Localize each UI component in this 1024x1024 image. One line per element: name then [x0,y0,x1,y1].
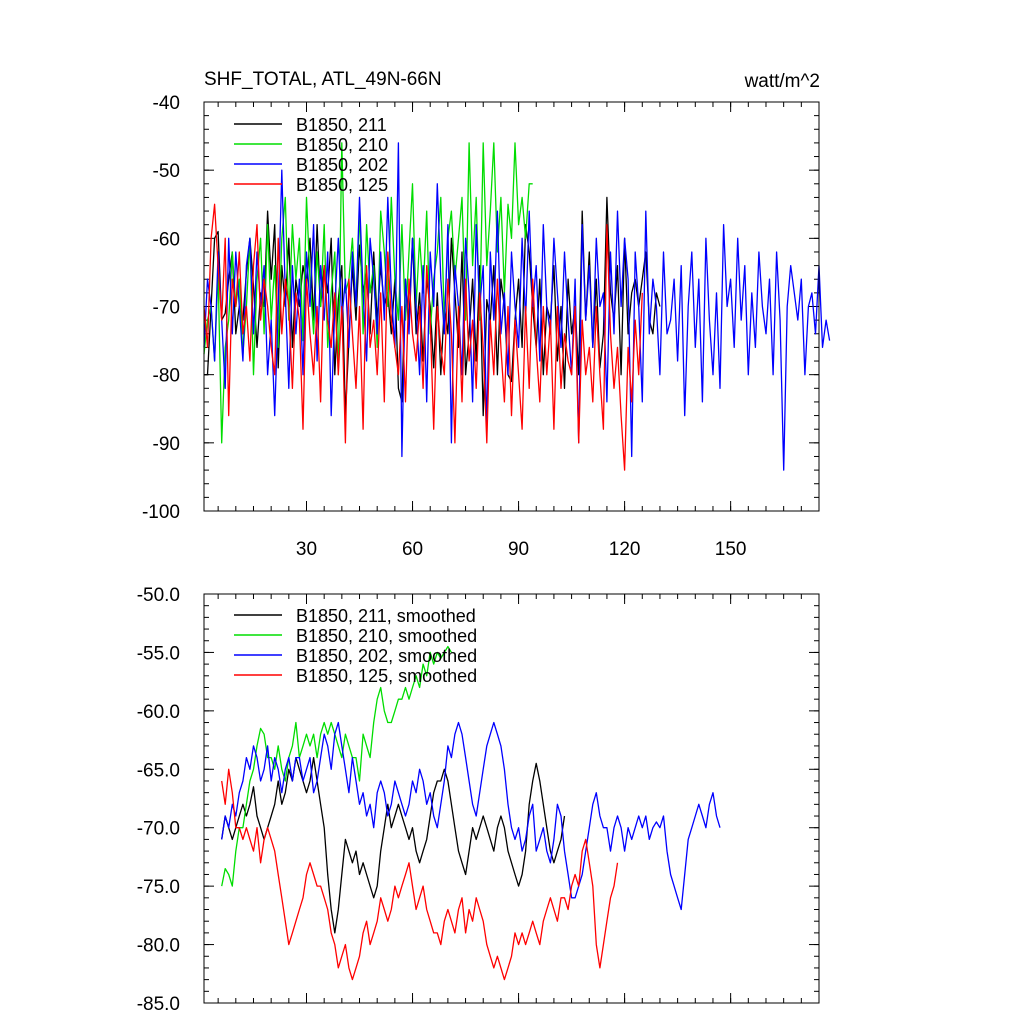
top-y-tick-label: -90 [153,434,180,455]
bottom-series-line-2 [221,645,452,887]
bottom-y-tick-label: -55.0 [137,643,180,664]
top-legend-label: B1850, 211 [296,115,387,135]
bottom-series-line-3 [221,721,721,911]
top-panel-units: watt/m^2 [744,71,820,92]
top-plot-frame [203,101,820,512]
top-x-tick-label: 60 [402,539,423,560]
bottom-y-tick-label: -50.0 [137,585,180,606]
top-y-tick-label: -80 [153,366,180,387]
top-legend-label: B1850, 202 [296,155,388,175]
top-y-tick-labels: -100 -90 -80 -70 -60 -50 -40 [142,93,180,523]
bottom-y-tick-label: -80.0 [137,936,180,957]
bottom-y-tick-label: -85.0 [137,994,180,1015]
bottom-y-tick-label: -70.0 [137,819,180,840]
bottom-y-tick-label: -60.0 [137,702,180,723]
bottom-y-tick-label: -65.0 [137,760,180,781]
bottom-series-line-4 [221,768,619,981]
bottom-plot-frame [203,593,820,1004]
top-x-tick-label: 90 [508,539,529,560]
top-y-tick-label: -60 [153,229,180,250]
bottom-panel: -85.0 -80.0 -75.0 -70.0 -65.0 -60.0 -55.0 -50.0… [137,585,820,1015]
bottom-legend-label: B1850, 210, smoothed [296,626,477,646]
top-x-tick-label: 120 [609,539,641,560]
top-series-line-4 [203,203,643,471]
top-x-tick-label: 150 [715,539,747,560]
bottom-y-tick-labels: -85.0 -80.0 -75.0 -70.0 -65.0 -60.0 -55.0 -50.0 [137,585,180,1015]
top-panel: SHF_TOTAL, ATL_49N-66N watt/m^2 -100-90-… [142,69,831,560]
top-series-line-3 [203,142,831,471]
top-y-tick-label: -100 [142,502,180,523]
top-x-tick-labels: 30 60 90 120 150 [296,539,747,560]
top-y-tick-label: -70 [153,298,180,319]
top-x-tick-label: 30 [296,539,317,560]
bottom-series-line-1 [221,756,566,934]
top-y-tick-label: -40 [153,93,180,114]
bottom-legend-label: B1850, 125, smoothed [296,666,477,686]
bottom-legend-label: B1850, 202, smoothed [296,646,477,666]
bottom-y-tick-label: -75.0 [137,877,180,898]
top-y-tick-label: -50 [153,161,180,182]
bottom-series-lines [221,645,721,981]
top-legend-label: B1850, 210 [296,135,388,155]
top-legend-label: B1850, 125 [296,175,388,195]
bottom-legend-label: B1850, 211, smoothed [296,606,476,626]
top-panel-title: SHF_TOTAL, ATL_49N-66N [204,69,442,90]
top-series-lines [203,142,831,471]
